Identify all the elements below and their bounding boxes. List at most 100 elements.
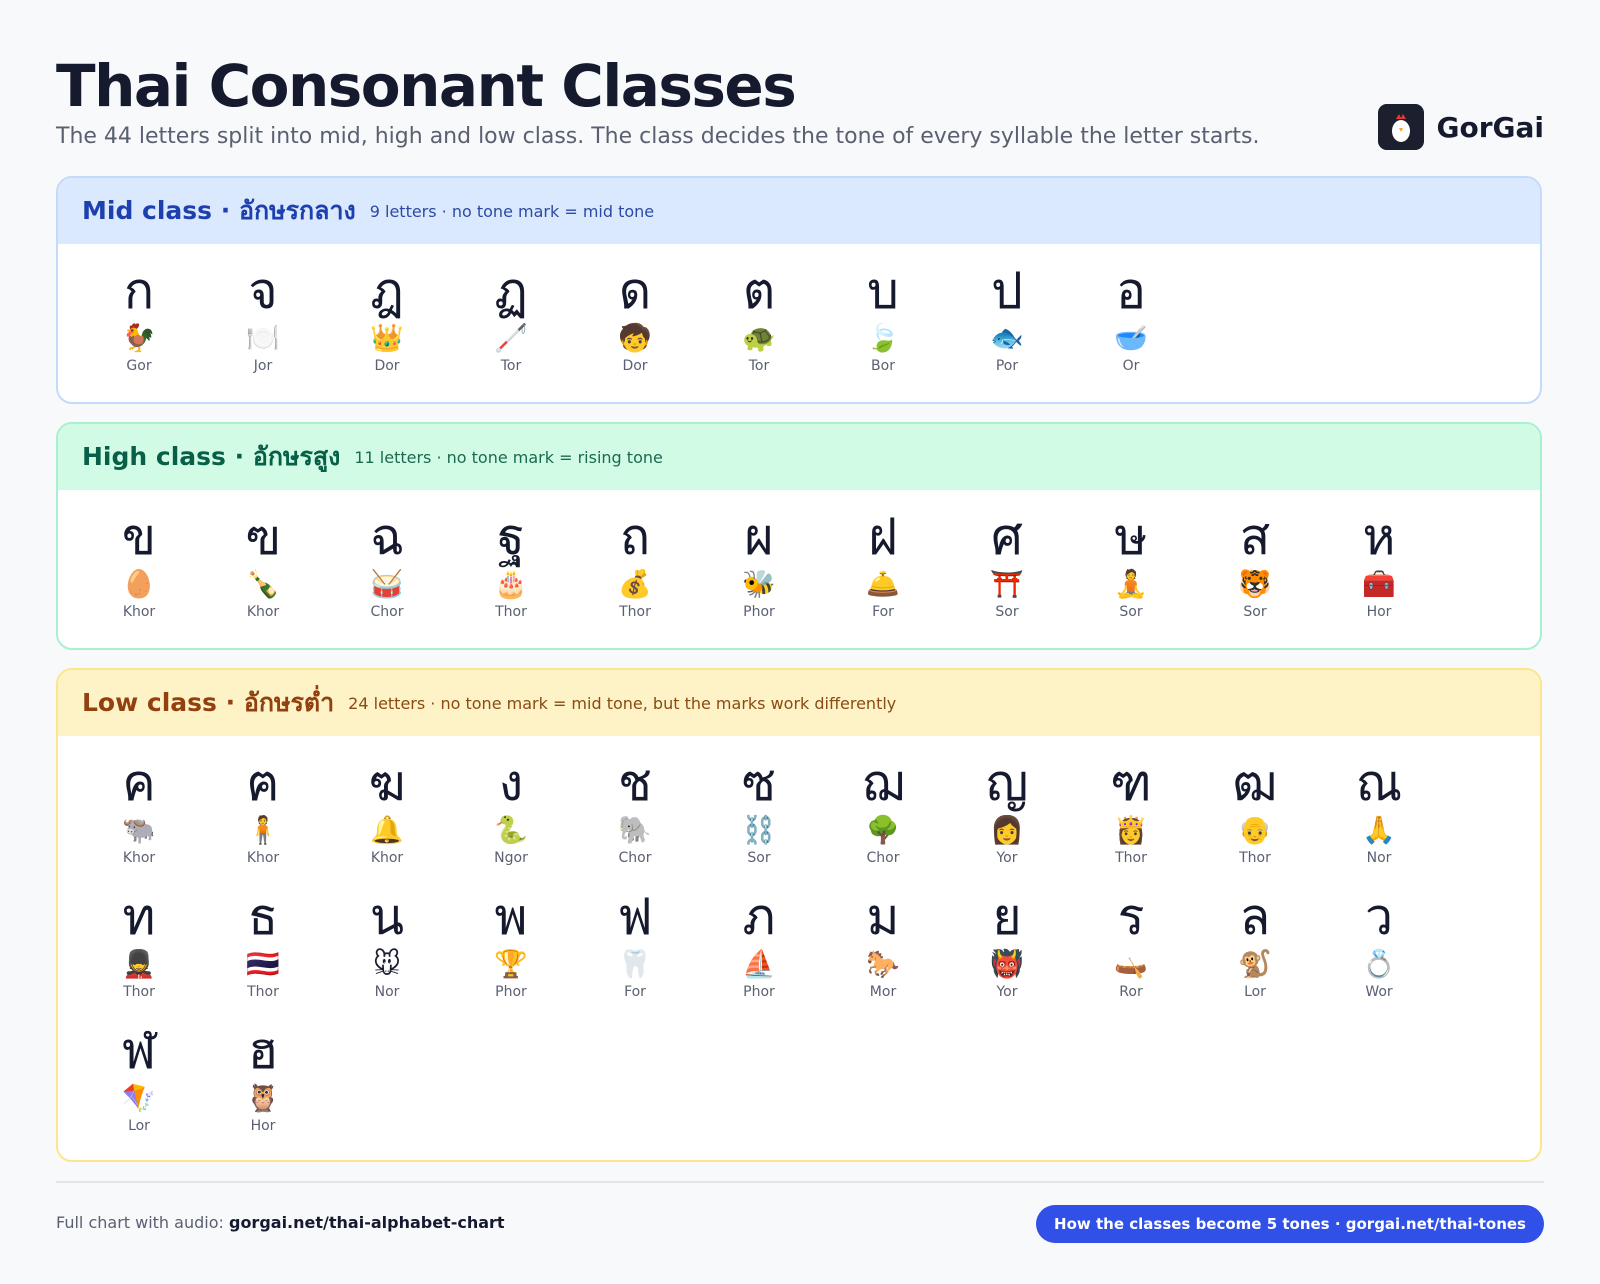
- letter-card[interactable]: ฒ 👴 Thor: [1193, 752, 1317, 886]
- letter-icon: 🔔: [370, 815, 404, 846]
- letter-name: Or: [1122, 358, 1140, 374]
- letter-icon: 🐝: [742, 569, 776, 600]
- letter-card[interactable]: ว 💍 Wor: [1317, 886, 1441, 1020]
- letter-name: Chor: [866, 850, 900, 866]
- letter-card[interactable]: ฏ 🦯 Tor: [449, 260, 573, 394]
- letter-char: ฆ: [368, 754, 406, 812]
- class-section: Mid class · อักษรกลาง 9 letters · no tone…: [56, 176, 1542, 404]
- letter-card[interactable]: ฌ 🌳 Chor: [821, 752, 945, 886]
- letter-card[interactable]: ฎ 👑 Dor: [325, 260, 449, 394]
- letter-card[interactable]: ภ ⛵ Phor: [697, 886, 821, 1020]
- letter-char: ข: [121, 508, 157, 566]
- letter-card[interactable]: ฮ 🦉 Hor: [201, 1020, 325, 1154]
- letter-card[interactable]: ฟ 🦷 For: [573, 886, 697, 1020]
- letter-grid: ค 🐃 Khor ฅ 🧍 Khor ฆ 🔔 Khor ง 🐍 Ngor ช 🐘 Chor ซ ⛓️ Sor ฌ 🌳 Ch…: [58, 736, 1467, 1154]
- letter-icon: 🦯: [494, 323, 528, 354]
- letter-card[interactable]: ห 🧰 Hor: [1317, 506, 1441, 640]
- letter-card[interactable]: ฝ 🛎️ For: [821, 506, 945, 640]
- letter-card[interactable]: ซ ⛓️ Sor: [697, 752, 821, 886]
- letter-card[interactable]: ศ ⛩️ Sor: [945, 506, 1069, 640]
- letter-card[interactable]: ข 🥚 Khor: [77, 506, 201, 640]
- letter-card[interactable]: ธ 🇹🇭 Thor: [201, 886, 325, 1020]
- letter-icon: 💍: [1362, 949, 1396, 980]
- letter-name: Mor: [869, 984, 897, 1000]
- letter-icon: 👑: [370, 323, 404, 354]
- letter-card[interactable]: ผ 🐝 Phor: [697, 506, 821, 640]
- footer-label: Full chart with audio:: [56, 1213, 224, 1232]
- letter-icon: 👹: [990, 949, 1024, 980]
- letter-name: Yor: [996, 984, 1018, 1000]
- letter-name: For: [624, 984, 646, 1000]
- letter-card[interactable]: ก 🐓 Gor: [77, 260, 201, 394]
- letter-card[interactable]: พ 🏆 Phor: [449, 886, 573, 1020]
- letter-icon: 🐍: [494, 815, 528, 846]
- letter-card[interactable]: ส 🐯 Sor: [1193, 506, 1317, 640]
- letter-card[interactable]: ต 🐢 Tor: [697, 260, 821, 394]
- letter-name: Hor: [250, 1118, 276, 1134]
- letter-icon: 🐯: [1238, 569, 1272, 600]
- letter-char: ฬ: [121, 1022, 157, 1080]
- letter-card[interactable]: ง 🐍 Ngor: [449, 752, 573, 886]
- section-header: Mid class · อักษรกลาง 9 letters · no tone…: [58, 178, 1540, 244]
- footer-button[interactable]: How the classes become 5 tones · gorgai.…: [1036, 1205, 1544, 1243]
- letter-card[interactable]: บ 🍃 Bor: [821, 260, 945, 394]
- letter-char: ฝ: [868, 508, 898, 566]
- letter-card[interactable]: ร 🛶 Ror: [1069, 886, 1193, 1020]
- letter-name: Sor: [1119, 604, 1143, 620]
- letter-char: ฃ: [245, 508, 281, 566]
- letter-char: ร: [1117, 888, 1145, 946]
- letter-card[interactable]: ฉ 🥁 Chor: [325, 506, 449, 640]
- letter-char: ป: [991, 262, 1023, 320]
- brand-logo: [1378, 104, 1425, 150]
- letter-card[interactable]: ฬ 🪁 Lor: [77, 1020, 201, 1154]
- letter-name: Lor: [128, 1118, 150, 1134]
- letter-card[interactable]: ญ 👩 Yor: [945, 752, 1069, 886]
- letter-card[interactable]: ถ 💰 Thor: [573, 506, 697, 640]
- letter-char: น: [369, 888, 405, 946]
- letter-icon: 🌳: [866, 815, 900, 846]
- letter-card[interactable]: ค 🐃 Khor: [77, 752, 201, 886]
- letter-card[interactable]: ษ 🧘 Sor: [1069, 506, 1193, 640]
- letter-card[interactable]: ล 🐒 Lor: [1193, 886, 1317, 1020]
- letter-card[interactable]: ช 🐘 Chor: [573, 752, 697, 886]
- section-note: 11 letters · no tone mark = rising tone: [354, 447, 663, 467]
- class-section: High class · อักษรสูง 11 letters · no ton…: [56, 422, 1542, 650]
- section-header: High class · อักษรสูง 11 letters · no ton…: [58, 424, 1540, 490]
- letter-card[interactable]: ย 👹 Yor: [945, 886, 1069, 1020]
- letter-name: Thor: [1239, 850, 1271, 866]
- letter-icon: 🐭: [372, 949, 402, 980]
- letter-name: Tor: [500, 358, 522, 374]
- letter-card[interactable]: ฐ 🎂 Thor: [449, 506, 573, 640]
- letter-icon: 🐘: [618, 815, 652, 846]
- letter-card[interactable]: ป 🐟 Por: [945, 260, 1069, 394]
- letter-name: Sor: [995, 604, 1019, 620]
- letter-card[interactable]: ฅ 🧍 Khor: [201, 752, 325, 886]
- letter-name: Phor: [743, 984, 775, 1000]
- letter-icon: 💰: [618, 569, 652, 600]
- letter-card[interactable]: อ 🥣 Or: [1069, 260, 1193, 394]
- letter-card[interactable]: น 🐭 Nor: [325, 886, 449, 1020]
- section-note: 24 letters · no tone mark = mid tone, bu…: [348, 693, 897, 713]
- divider: [56, 1181, 1544, 1183]
- letter-card[interactable]: ม 🐎 Mor: [821, 886, 945, 1020]
- letter-card[interactable]: จ 🍽️ Jor: [201, 260, 325, 394]
- letter-card[interactable]: ฃ 🍾 Khor: [201, 506, 325, 640]
- letter-icon: 🐟: [990, 323, 1024, 354]
- letter-name: Hor: [1366, 604, 1392, 620]
- letter-icon: 🦷: [618, 949, 652, 980]
- letter-card[interactable]: ณ 🙏 Nor: [1317, 752, 1441, 886]
- footer-link[interactable]: gorgai.net/thai-alphabet-chart: [228, 1213, 505, 1232]
- letter-name: Jor: [253, 358, 273, 374]
- letter-icon: 🛶: [1114, 949, 1148, 980]
- letter-char: ฅ: [246, 754, 280, 812]
- letter-icon: 🍾: [246, 569, 280, 600]
- letter-card[interactable]: ด 🧒 Dor: [573, 260, 697, 394]
- letter-name: Dor: [374, 358, 400, 374]
- letter-icon: 🧒: [618, 323, 652, 354]
- letter-card[interactable]: ฑ 👸 Thor: [1069, 752, 1193, 886]
- letter-icon: 🇹🇭: [246, 949, 280, 980]
- letter-char: ฒ: [1232, 754, 1278, 812]
- letter-card[interactable]: ฆ 🔔 Khor: [325, 752, 449, 886]
- letter-card[interactable]: ท 💂 Thor: [77, 886, 201, 1020]
